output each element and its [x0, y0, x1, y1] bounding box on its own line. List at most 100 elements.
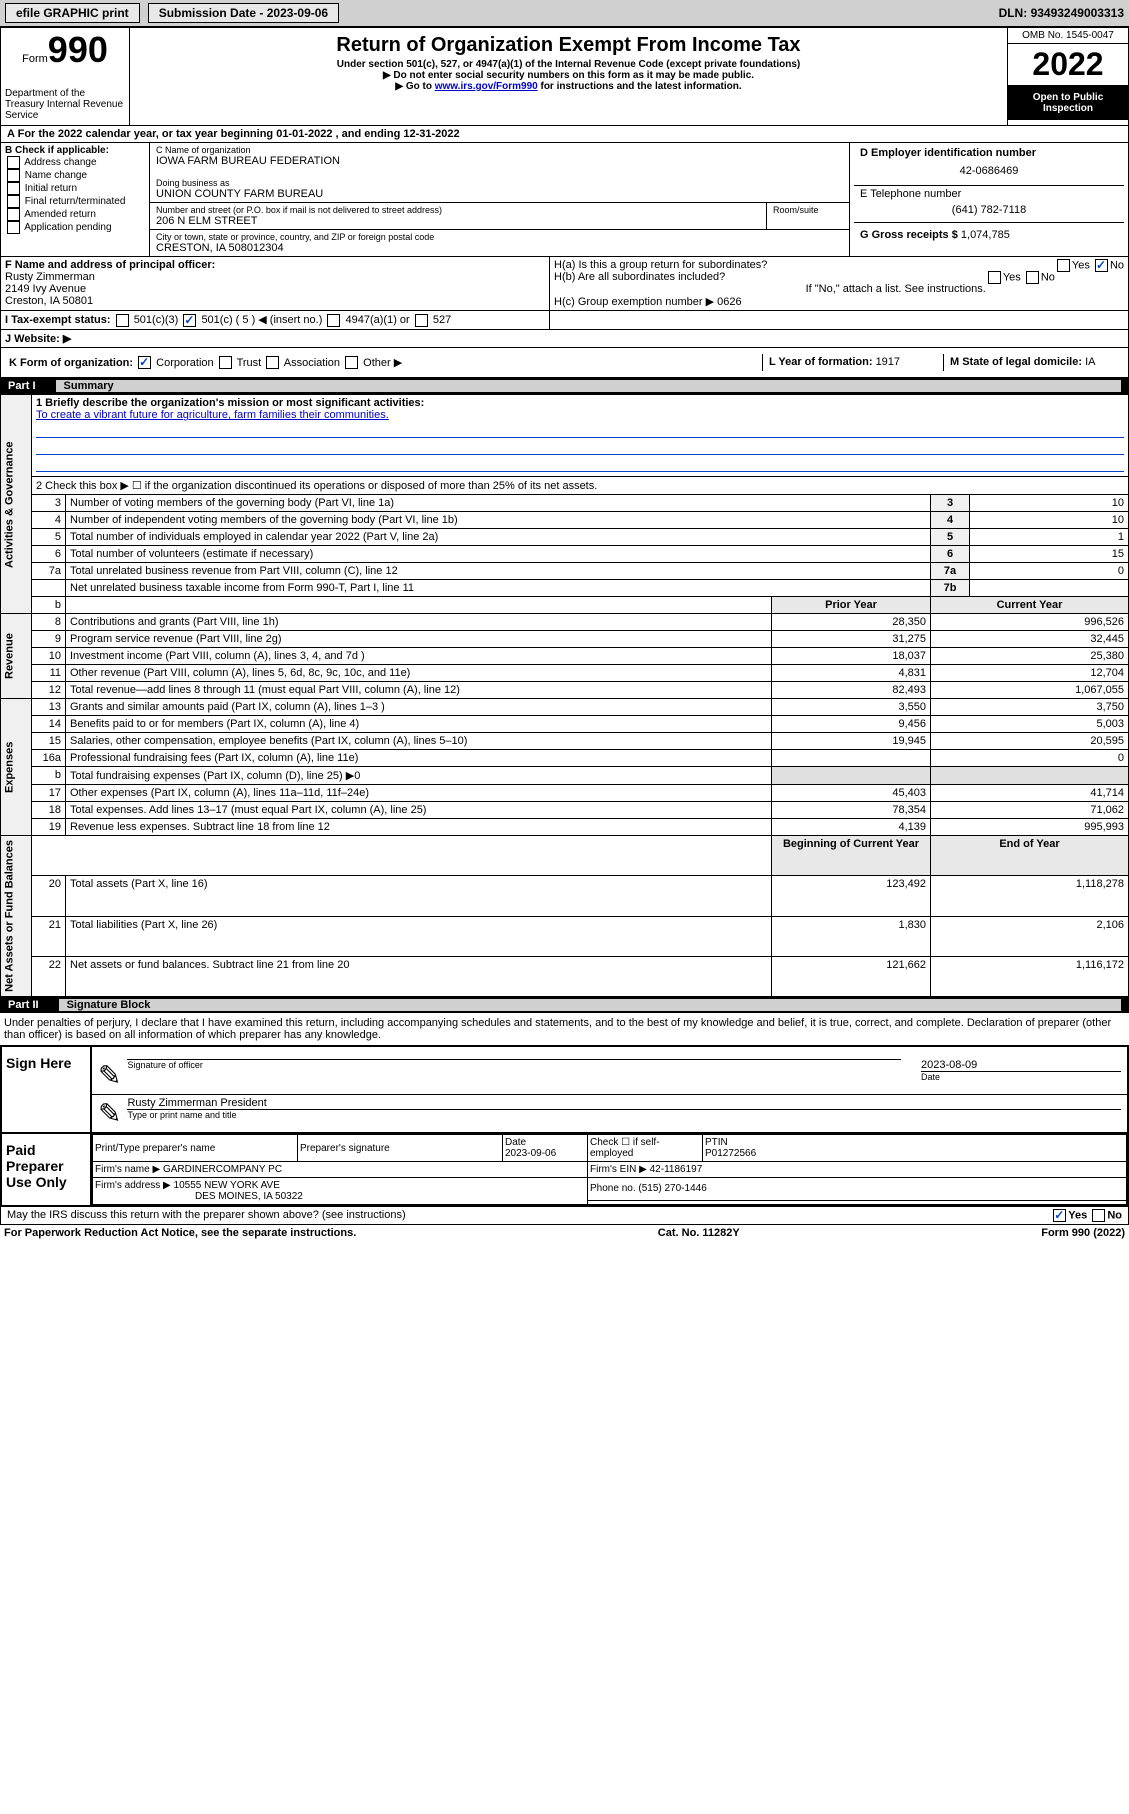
- chk-corp[interactable]: [138, 356, 151, 369]
- room-label: Room/suite: [773, 205, 843, 215]
- form-header: Form990 Department of the Treasury Inter…: [0, 27, 1129, 126]
- part1-title: Summary: [56, 380, 1121, 392]
- hc-value: 0626: [717, 296, 741, 308]
- mission-label: 1 Briefly describe the organization's mi…: [36, 397, 1124, 409]
- prep-date-label: Date: [505, 1137, 526, 1148]
- ha-label: H(a) Is this a group return for subordin…: [554, 259, 767, 271]
- side-revenue: Revenue: [1, 614, 32, 699]
- submission-button[interactable]: Submission Date - 2023-09-06: [148, 3, 339, 23]
- ha-yes[interactable]: [1057, 259, 1070, 272]
- mission-line: [36, 440, 1124, 455]
- sig-date-label: Date: [921, 1071, 1121, 1082]
- discuss-row: May the IRS discuss this return with the…: [0, 1207, 1129, 1225]
- part1-header: Part I Summary: [0, 378, 1129, 394]
- header-right: OMB No. 1545-0047 2022 Open to Public In…: [1007, 28, 1128, 125]
- hb-no[interactable]: [1026, 271, 1039, 284]
- chk-amended-label: Amended return: [24, 209, 96, 220]
- prep-name-hdr: Print/Type preparer's name: [93, 1135, 298, 1162]
- officer-addr2: Creston, IA 50801: [5, 295, 545, 307]
- form-number-box: Form990 Department of the Treasury Inter…: [1, 28, 130, 125]
- pen-icon: ✎: [98, 1059, 121, 1092]
- chk-527[interactable]: [415, 314, 428, 327]
- firm-name: GARDINERCOMPANY PC: [163, 1164, 282, 1175]
- chk-4947[interactable]: [327, 314, 340, 327]
- firm-name-label: Firm's name ▶: [95, 1164, 160, 1175]
- line2: 2 Check this box ▶ ☐ if the organization…: [32, 477, 1129, 495]
- goto-pre: ▶ Go to: [395, 81, 434, 92]
- header-center: Return of Organization Exempt From Incom…: [130, 28, 1007, 125]
- block-b: B Check if applicable: Address change Na…: [1, 143, 150, 256]
- k-label: K Form of organization:: [9, 357, 133, 369]
- name-title-label: Type or print name and title: [127, 1109, 1121, 1120]
- chk-address[interactable]: Address change: [5, 156, 145, 169]
- prior-year-hdr: Prior Year: [772, 597, 931, 614]
- m-value: IA: [1085, 356, 1095, 368]
- row-4: 4Number of independent voting members of…: [1, 512, 1129, 529]
- ptin-value: P01272566: [705, 1148, 756, 1159]
- block-f: F Name and address of principal officer:…: [1, 257, 550, 310]
- chk-amended[interactable]: Amended return: [5, 208, 145, 221]
- row-5: 5Total number of individuals employed in…: [1, 529, 1129, 546]
- jurat-text: Under penalties of perjury, I declare th…: [0, 1013, 1129, 1045]
- year-header-row: bPrior YearCurrent Year: [1, 597, 1129, 614]
- efile-button[interactable]: efile GRAPHIC print: [5, 3, 140, 23]
- irs-link[interactable]: www.irs.gov/Form990: [435, 81, 538, 92]
- prep-sig-hdr: Preparer's signature: [298, 1135, 503, 1162]
- gross-label: G Gross receipts $: [860, 229, 961, 241]
- tax-exempt-row: I Tax-exempt status: 501(c)(3) 501(c) ( …: [0, 311, 1129, 330]
- hc-label: H(c) Group exemption number ▶: [554, 296, 714, 308]
- ha-no[interactable]: [1095, 259, 1108, 272]
- chk-other[interactable]: [345, 356, 358, 369]
- opt-4947: 4947(a)(1) or: [346, 314, 410, 326]
- ein-label: D Employer identification number: [860, 147, 1118, 159]
- opt-501c3: 501(c)(3): [134, 314, 179, 326]
- chk-501c3[interactable]: [116, 314, 129, 327]
- prep-date: 2023-09-06: [505, 1148, 556, 1159]
- hb-yes[interactable]: [988, 271, 1001, 284]
- org-name: IOWA FARM BUREAU FEDERATION: [156, 155, 843, 167]
- l-label: L Year of formation:: [769, 356, 876, 368]
- chk-pending[interactable]: Application pending: [5, 221, 145, 234]
- side-net: Net Assets or Fund Balances: [1, 836, 32, 997]
- chk-final[interactable]: Final return/terminated: [5, 195, 145, 208]
- hb-note: If "No," attach a list. See instructions…: [554, 283, 1124, 295]
- chk-initial[interactable]: Initial return: [5, 182, 145, 195]
- discuss-no[interactable]: [1092, 1209, 1105, 1222]
- footer: For Paperwork Reduction Act Notice, see …: [0, 1225, 1129, 1241]
- row-3: 3Number of voting members of the governi…: [1, 495, 1129, 512]
- goto-note: ▶ Go to www.irs.gov/Form990 for instruct…: [138, 81, 999, 92]
- discuss-yes[interactable]: [1053, 1209, 1066, 1222]
- signature-block: Sign Here ✎ Signature of officer 2023-08…: [0, 1045, 1129, 1207]
- mission-line: [36, 423, 1124, 438]
- firm-phone: (515) 270-1446: [638, 1183, 706, 1194]
- chk-name-label: Name change: [25, 170, 87, 181]
- hb-label: H(b) Are all subordinates included?: [554, 271, 725, 283]
- website-row: J Website: ▶: [0, 330, 1129, 348]
- row-7a: 7aTotal unrelated business revenue from …: [1, 563, 1129, 580]
- pen-icon: ✎: [98, 1097, 121, 1130]
- chk-name[interactable]: Name change: [5, 169, 145, 182]
- self-employed[interactable]: Check ☐ if self-employed: [588, 1135, 703, 1162]
- ssn-note: ▶ Do not enter social security numbers o…: [138, 70, 999, 81]
- blocks-fh: F Name and address of principal officer:…: [0, 257, 1129, 311]
- sig-officer-label: Signature of officer: [127, 1059, 901, 1070]
- chk-501c[interactable]: [183, 314, 196, 327]
- side-expenses: Expenses: [1, 699, 32, 836]
- chk-assoc[interactable]: [266, 356, 279, 369]
- submission-date: 2023-09-06: [267, 6, 328, 20]
- m-label: M State of legal domicile:: [950, 356, 1085, 368]
- side-governance: Activities & Governance: [1, 395, 32, 614]
- chk-trust[interactable]: [219, 356, 232, 369]
- sign-here-label: Sign Here: [2, 1047, 92, 1132]
- dba-label: Doing business as: [156, 178, 843, 188]
- dln-label: DLN:: [999, 6, 1031, 20]
- tax-year: 2022: [1008, 44, 1128, 86]
- top-bar: efile GRAPHIC print Submission Date - 20…: [0, 0, 1129, 27]
- row-7b: Net unrelated business taxable income fr…: [1, 580, 1129, 597]
- dln-value: 93493249003313: [1031, 6, 1124, 20]
- block-d: D Employer identification number 42-0686…: [849, 143, 1128, 256]
- firm-ein-label: Firm's EIN ▶: [590, 1164, 647, 1175]
- firm-addr2: DES MOINES, IA 50322: [195, 1191, 303, 1202]
- klm-row: K Form of organization: Corporation Trus…: [0, 348, 1129, 379]
- form-title: Return of Organization Exempt From Incom…: [138, 34, 999, 57]
